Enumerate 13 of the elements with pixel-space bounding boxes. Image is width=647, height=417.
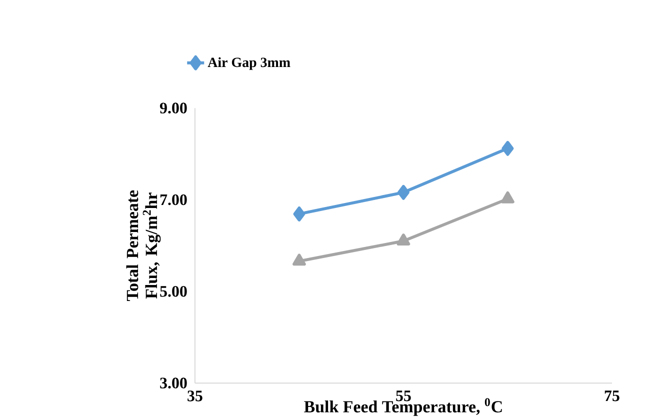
point (397, 184, 410, 200)
x-tick-label: 75 (604, 390, 620, 402)
y-tick-label: 5.00 (160, 286, 187, 297)
legend-label: Air Gap 3mm (208, 57, 290, 70)
x-tick-label: 35 (188, 390, 202, 402)
point (502, 140, 514, 156)
point (292, 254, 306, 266)
point (396, 234, 410, 246)
y-tick-label: 7.00 (160, 194, 187, 206)
y-tick-label: 3.00 (160, 378, 187, 388)
point (293, 206, 306, 222)
y-tick-label: 9.00 (160, 102, 187, 114)
point (501, 191, 514, 204)
